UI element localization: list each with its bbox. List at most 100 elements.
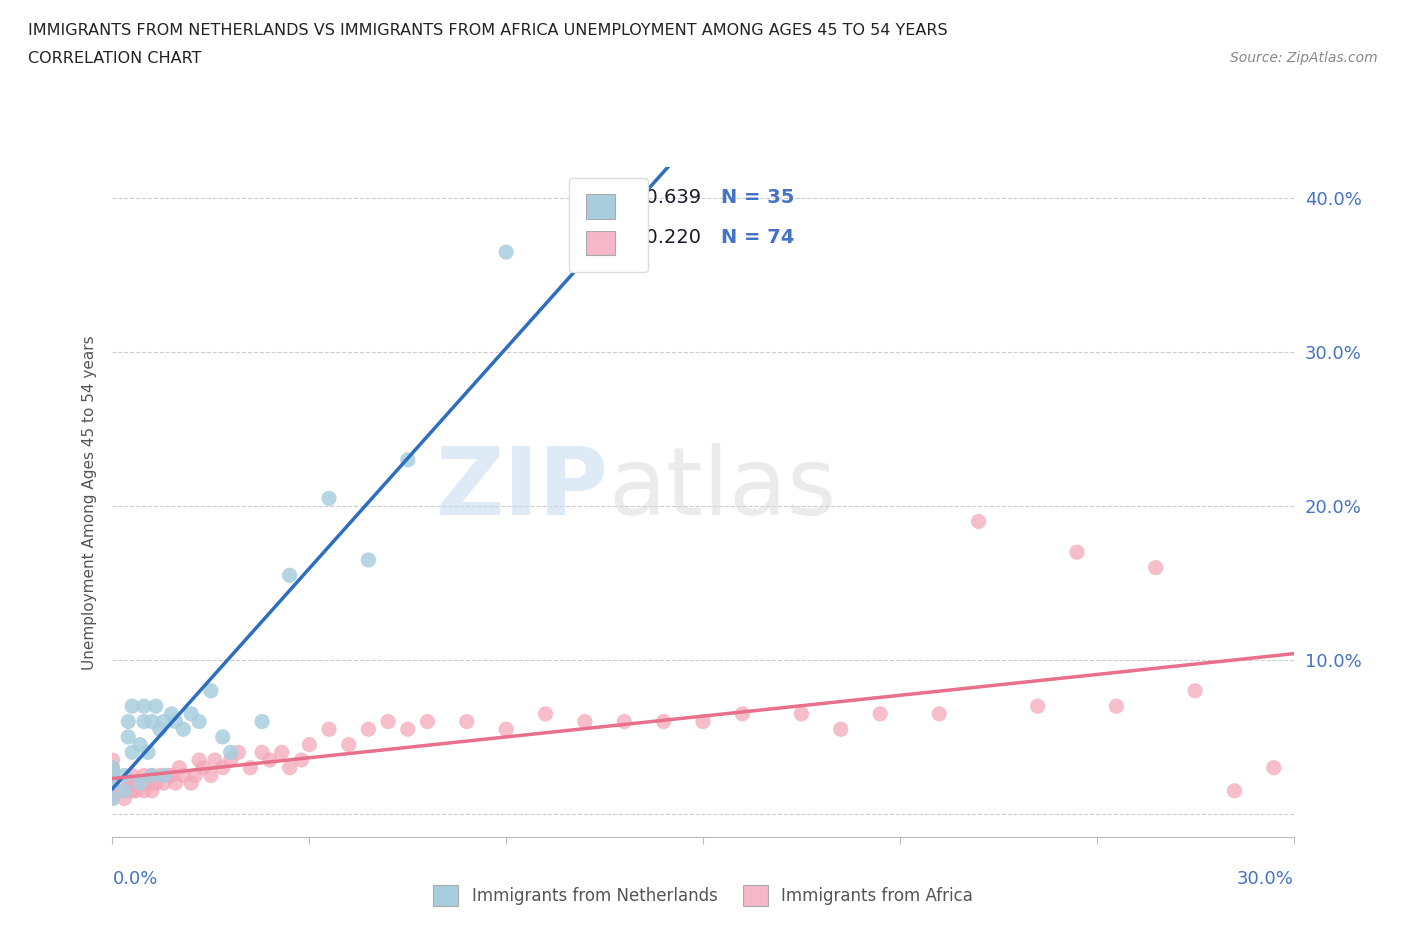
Point — [1026, 698, 1049, 713]
Point — [692, 714, 714, 729]
Point — [136, 745, 159, 760]
Point — [1263, 761, 1285, 776]
Point — [416, 714, 439, 729]
Point — [125, 783, 148, 798]
Point — [200, 768, 222, 783]
Point — [495, 722, 517, 737]
Legend: Immigrants from Netherlands, Immigrants from Africa: Immigrants from Netherlands, Immigrants … — [426, 879, 980, 912]
Point — [278, 761, 301, 776]
Point — [613, 714, 636, 729]
Point — [101, 764, 124, 778]
Point — [152, 714, 174, 729]
Point — [141, 768, 163, 783]
Point — [357, 552, 380, 567]
Point — [456, 714, 478, 729]
Point — [121, 783, 143, 798]
Point — [204, 752, 226, 767]
Point — [152, 768, 174, 783]
Point — [169, 761, 191, 776]
Point — [928, 707, 950, 722]
Point — [101, 776, 124, 790]
Point — [101, 776, 124, 790]
Point — [112, 768, 135, 783]
Point — [121, 745, 143, 760]
Text: Source: ZipAtlas.com: Source: ZipAtlas.com — [1230, 51, 1378, 65]
Point — [191, 761, 214, 776]
Point — [129, 776, 152, 790]
Point — [165, 776, 187, 790]
Point — [165, 714, 187, 729]
Point — [132, 714, 155, 729]
Point — [270, 745, 292, 760]
Point — [180, 707, 202, 722]
Point — [228, 745, 250, 760]
Text: IMMIGRANTS FROM NETHERLANDS VS IMMIGRANTS FROM AFRICA UNEMPLOYMENT AMONG AGES 45: IMMIGRANTS FROM NETHERLANDS VS IMMIGRANT… — [28, 23, 948, 38]
Text: atlas: atlas — [609, 443, 837, 535]
Point — [141, 783, 163, 798]
Point — [396, 452, 419, 467]
Point — [132, 698, 155, 713]
Text: R = 0.639: R = 0.639 — [603, 188, 700, 207]
Point — [101, 791, 124, 806]
Point — [172, 722, 194, 737]
Text: N = 35: N = 35 — [721, 188, 794, 207]
Text: R = 0.220: R = 0.220 — [603, 228, 700, 247]
Point — [318, 722, 340, 737]
Y-axis label: Unemployment Among Ages 45 to 54 years: Unemployment Among Ages 45 to 54 years — [82, 335, 97, 670]
Point — [967, 514, 990, 529]
Point — [121, 698, 143, 713]
Point — [534, 707, 557, 722]
Point — [101, 783, 124, 798]
Point — [172, 768, 194, 783]
Point — [160, 707, 183, 722]
Point — [101, 761, 124, 776]
Point — [117, 714, 139, 729]
Point — [1223, 783, 1246, 798]
Point — [652, 714, 675, 729]
Point — [184, 768, 207, 783]
Text: N = 74: N = 74 — [721, 228, 794, 247]
Point — [250, 745, 273, 760]
Point — [125, 776, 148, 790]
Point — [790, 707, 813, 722]
Point — [145, 776, 167, 790]
Legend: , : , — [569, 178, 648, 272]
Point — [200, 684, 222, 698]
Point — [160, 768, 183, 783]
Point — [357, 722, 380, 737]
Point — [731, 707, 754, 722]
Point — [259, 752, 281, 767]
Point — [136, 776, 159, 790]
Point — [145, 698, 167, 713]
Point — [180, 776, 202, 790]
Point — [129, 737, 152, 752]
Point — [132, 768, 155, 783]
Point — [211, 761, 233, 776]
Point — [112, 791, 135, 806]
Point — [112, 783, 135, 798]
Point — [141, 768, 163, 783]
Point — [149, 722, 172, 737]
Point — [101, 778, 124, 793]
Point — [219, 745, 242, 760]
Point — [396, 722, 419, 737]
Point — [830, 722, 852, 737]
Point — [101, 791, 124, 806]
Point — [117, 729, 139, 744]
Point — [117, 776, 139, 790]
Point — [121, 768, 143, 783]
Point — [290, 752, 312, 767]
Point — [219, 752, 242, 767]
Text: CORRELATION CHART: CORRELATION CHART — [28, 51, 201, 66]
Text: 0.0%: 0.0% — [112, 870, 157, 887]
Point — [101, 768, 124, 783]
Point — [337, 737, 360, 752]
Point — [112, 783, 135, 798]
Point — [1066, 545, 1088, 560]
Point — [101, 761, 124, 776]
Text: 30.0%: 30.0% — [1237, 870, 1294, 887]
Point — [298, 737, 321, 752]
Point — [869, 707, 891, 722]
Point — [239, 761, 262, 776]
Point — [101, 773, 124, 788]
